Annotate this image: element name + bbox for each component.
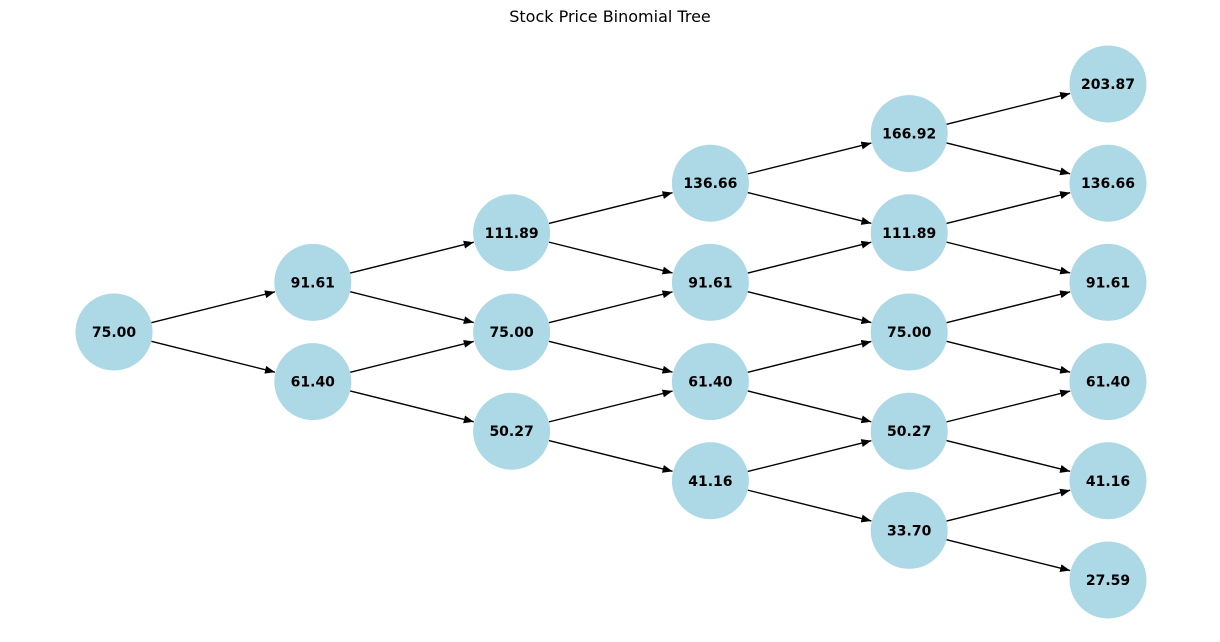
node-circle [870, 392, 948, 470]
node-circle [870, 194, 948, 272]
node-circle [671, 442, 749, 520]
node-circle [274, 243, 352, 321]
node-circle [1069, 442, 1147, 520]
node-circle [473, 194, 551, 272]
node-label: 41.16 [688, 474, 732, 490]
node-circle [1069, 144, 1147, 222]
edge-down-4-2 [946, 340, 1071, 374]
node-circle [870, 95, 948, 173]
tree-node-5-3: 61.40 [1069, 343, 1147, 421]
node-circle [870, 293, 948, 371]
edge-layer [151, 91, 1071, 573]
node-label: 91.61 [291, 275, 335, 291]
node-layer: 75.00 91.61 61.40 111.89 75.00 50.27 136.66 91.… [75, 45, 1147, 619]
node-circle [75, 293, 153, 371]
tree-node-3-2: 61.40 [671, 343, 749, 421]
edge-up-3-2 [747, 339, 872, 373]
edge-up-3-1 [747, 240, 872, 274]
tree-node-5-1: 136.66 [1069, 144, 1147, 222]
node-circle [671, 243, 749, 321]
edge-down-4-4 [946, 539, 1071, 573]
tree-node-5-5: 27.59 [1069, 541, 1147, 619]
edge-down-0-0 [151, 340, 276, 374]
edge-up-4-4 [946, 488, 1071, 522]
tree-node-2-0: 111.89 [473, 194, 551, 272]
node-circle [671, 144, 749, 222]
tree-node-2-1: 75.00 [473, 293, 551, 371]
node-label: 75.00 [489, 325, 534, 341]
node-label: 50.27 [489, 424, 533, 440]
tree-node-4-3: 50.27 [870, 392, 948, 470]
edge-down-3-1 [747, 291, 872, 325]
edge-up-1-0 [349, 240, 474, 274]
node-circle [1069, 343, 1147, 421]
node-label: 91.61 [688, 275, 732, 291]
edge-down-3-0 [747, 191, 872, 225]
tree-node-3-0: 136.66 [671, 144, 749, 222]
edge-down-2-0 [548, 241, 673, 275]
tree-node-3-3: 41.16 [671, 442, 749, 520]
tree-node-3-1: 91.61 [671, 243, 749, 321]
node-label: 166.92 [882, 127, 936, 143]
node-label: 75.00 [887, 325, 932, 341]
edge-down-4-0 [946, 142, 1071, 176]
node-label: 61.40 [291, 375, 336, 391]
edge-down-4-1 [946, 241, 1071, 275]
node-label: 111.89 [485, 226, 539, 242]
node-label: 41.16 [1086, 474, 1130, 490]
tree-node-5-0: 203.87 [1069, 45, 1147, 123]
edge-up-3-0 [747, 141, 872, 175]
edge-up-4-0 [946, 91, 1071, 125]
node-label: 203.87 [1081, 77, 1135, 93]
edge-up-4-2 [946, 290, 1071, 324]
edge-down-2-1 [548, 340, 673, 374]
node-label: 136.66 [1081, 176, 1135, 192]
edge-down-1-1 [349, 390, 474, 424]
tree-node-4-1: 111.89 [870, 194, 948, 272]
edge-down-3-3 [747, 489, 872, 523]
node-label: 75.00 [92, 325, 137, 341]
tree-node-4-2: 75.00 [870, 293, 948, 371]
tree-node-1-1: 61.40 [274, 343, 352, 421]
edge-up-4-1 [946, 191, 1071, 225]
tree-node-2-2: 50.27 [473, 392, 551, 470]
node-label: 33.70 [887, 523, 932, 539]
edge-down-3-2 [747, 390, 872, 424]
edge-up-3-3 [747, 439, 872, 473]
edge-up-4-3 [946, 389, 1071, 423]
tree-node-4-4: 33.70 [870, 491, 948, 569]
node-label: 50.27 [887, 424, 931, 440]
edge-up-0-0 [151, 290, 276, 324]
node-circle [1069, 243, 1147, 321]
tree-node-1-0: 91.61 [274, 243, 352, 321]
node-circle [671, 343, 749, 421]
node-circle [473, 293, 551, 371]
tree-node-0-0: 75.00 [75, 293, 153, 371]
page-title: Stock Price Binomial Tree [509, 7, 711, 26]
node-circle [274, 343, 352, 421]
edge-up-2-1 [548, 290, 673, 324]
node-circle [473, 392, 551, 470]
tree-node-5-2: 91.61 [1069, 243, 1147, 321]
edge-down-2-2 [548, 439, 673, 473]
edge-down-1-0 [349, 291, 474, 325]
tree-node-4-0: 166.92 [870, 95, 948, 173]
node-label: 91.61 [1086, 275, 1130, 291]
node-circle [1069, 45, 1147, 123]
node-label: 136.66 [683, 176, 737, 192]
tree-node-5-4: 41.16 [1069, 442, 1147, 520]
edge-up-2-2 [548, 389, 673, 423]
node-circle [870, 491, 948, 569]
edge-up-2-0 [548, 191, 673, 225]
edge-down-4-3 [946, 439, 1071, 473]
node-label: 111.89 [882, 226, 936, 242]
node-label: 61.40 [688, 375, 733, 391]
edge-up-1-1 [349, 339, 474, 373]
node-label: 61.40 [1086, 375, 1131, 391]
node-circle [1069, 541, 1147, 619]
node-label: 27.59 [1086, 573, 1130, 589]
